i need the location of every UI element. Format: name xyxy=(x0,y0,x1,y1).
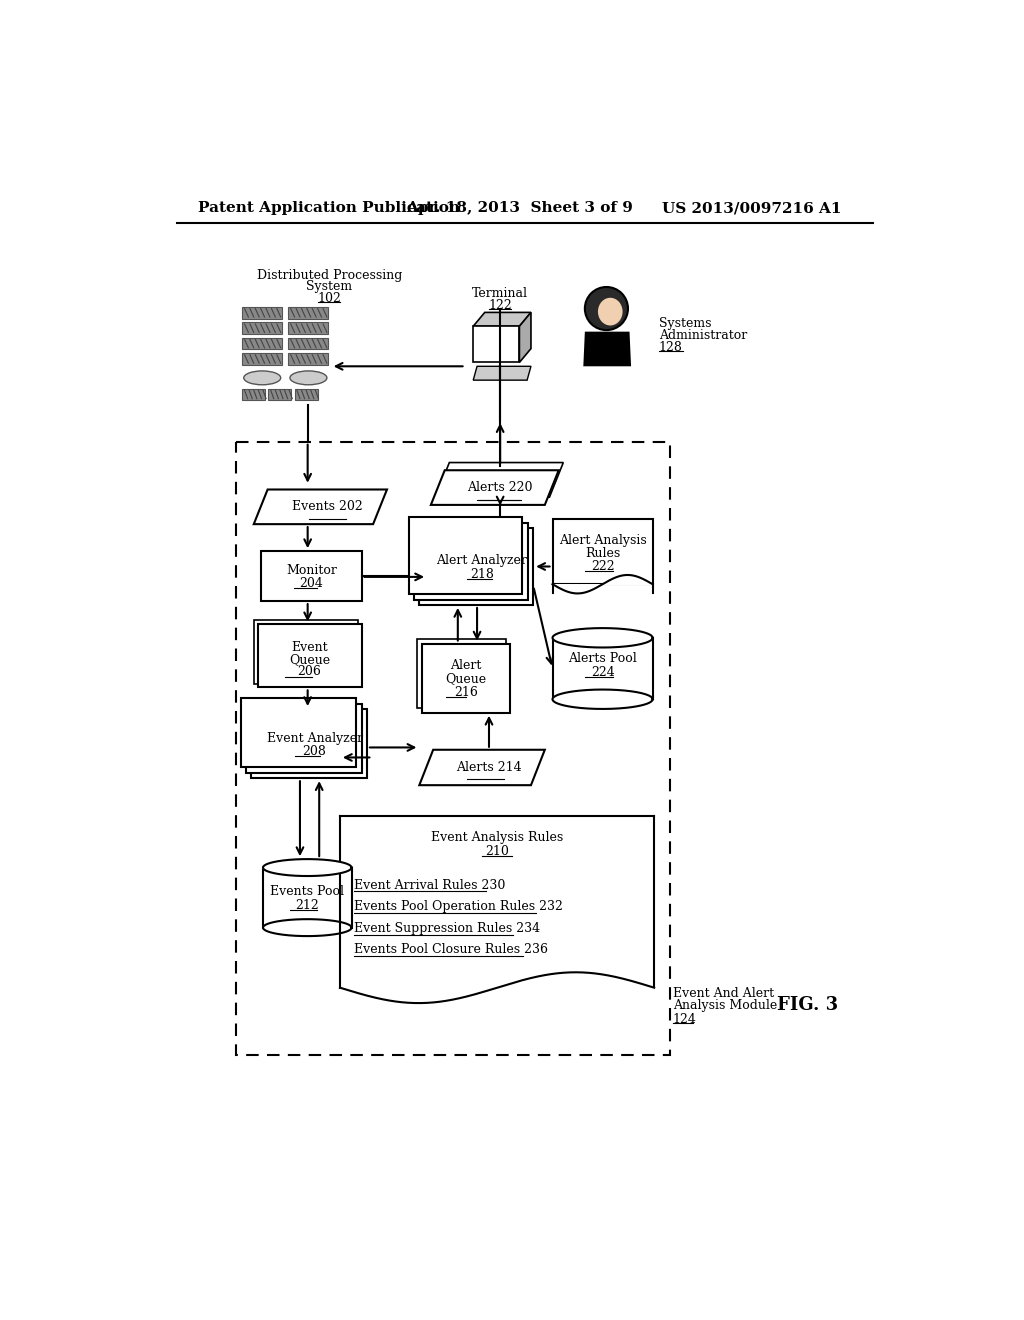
Polygon shape xyxy=(289,322,329,334)
Text: 124: 124 xyxy=(673,1012,696,1026)
Text: Alerts Pool: Alerts Pool xyxy=(568,652,637,665)
Text: US 2013/0097216 A1: US 2013/0097216 A1 xyxy=(662,202,842,215)
Text: Apr. 18, 2013  Sheet 3 of 9: Apr. 18, 2013 Sheet 3 of 9 xyxy=(407,202,633,215)
Text: Rules: Rules xyxy=(585,546,621,560)
Text: Event: Event xyxy=(291,640,328,653)
Text: Alert: Alert xyxy=(451,659,481,672)
Polygon shape xyxy=(243,388,265,400)
Text: Event Arrival Rules 230: Event Arrival Rules 230 xyxy=(354,879,505,892)
Polygon shape xyxy=(243,322,283,334)
Text: System: System xyxy=(306,280,352,293)
Polygon shape xyxy=(243,308,283,318)
Ellipse shape xyxy=(290,371,327,385)
FancyBboxPatch shape xyxy=(417,639,506,708)
FancyBboxPatch shape xyxy=(258,624,361,688)
Text: Distributed Processing: Distributed Processing xyxy=(257,269,401,282)
Text: Administrator: Administrator xyxy=(658,329,748,342)
Text: Queue: Queue xyxy=(445,672,486,685)
FancyBboxPatch shape xyxy=(246,704,361,774)
Polygon shape xyxy=(263,919,351,936)
FancyBboxPatch shape xyxy=(252,709,367,779)
Polygon shape xyxy=(435,462,563,498)
Text: 210: 210 xyxy=(485,845,509,858)
Polygon shape xyxy=(553,638,652,700)
Polygon shape xyxy=(473,367,531,380)
Text: Alert Analyzer: Alert Analyzer xyxy=(436,554,527,566)
Text: FIG. 3: FIG. 3 xyxy=(777,997,839,1014)
Text: Events Pool Closure Rules 236: Events Pool Closure Rules 236 xyxy=(354,944,548,957)
Text: Queue: Queue xyxy=(289,653,330,667)
Text: 212: 212 xyxy=(295,899,319,912)
Polygon shape xyxy=(263,867,351,928)
Polygon shape xyxy=(419,750,545,785)
Text: Event Analysis Rules: Event Analysis Rules xyxy=(431,832,563,843)
Text: 204: 204 xyxy=(300,577,324,590)
Text: Terminal: Terminal xyxy=(472,286,528,300)
Text: 218: 218 xyxy=(470,568,494,581)
Text: 222: 222 xyxy=(591,560,614,573)
Text: 102: 102 xyxy=(317,292,341,305)
Circle shape xyxy=(585,286,628,330)
FancyBboxPatch shape xyxy=(419,528,534,605)
Text: Events Pool Operation Rules 232: Events Pool Operation Rules 232 xyxy=(354,900,563,913)
Text: 208: 208 xyxy=(303,744,327,758)
Polygon shape xyxy=(268,388,292,400)
Polygon shape xyxy=(553,628,652,648)
Text: Events Pool: Events Pool xyxy=(270,884,344,898)
Text: Event Suppression Rules 234: Event Suppression Rules 234 xyxy=(354,921,540,935)
Text: 206: 206 xyxy=(298,665,322,678)
Polygon shape xyxy=(276,873,338,923)
Polygon shape xyxy=(289,308,329,318)
Text: Monitor: Monitor xyxy=(286,564,337,577)
Text: 224: 224 xyxy=(591,667,614,680)
FancyBboxPatch shape xyxy=(414,523,528,599)
Text: 216: 216 xyxy=(454,685,478,698)
FancyBboxPatch shape xyxy=(254,620,357,684)
Polygon shape xyxy=(289,354,329,364)
FancyBboxPatch shape xyxy=(553,519,652,585)
FancyBboxPatch shape xyxy=(261,552,361,601)
Text: Patent Application Publication: Patent Application Publication xyxy=(199,202,461,215)
Text: Systems: Systems xyxy=(658,317,712,330)
Text: 128: 128 xyxy=(658,341,683,354)
FancyBboxPatch shape xyxy=(409,517,522,594)
Polygon shape xyxy=(254,490,387,524)
Polygon shape xyxy=(289,338,329,350)
Text: Event And Alert: Event And Alert xyxy=(673,987,774,1001)
Polygon shape xyxy=(263,859,351,876)
Polygon shape xyxy=(243,354,283,364)
Text: Alert Analysis: Alert Analysis xyxy=(559,533,646,546)
Polygon shape xyxy=(473,313,531,326)
Text: Alerts 214: Alerts 214 xyxy=(456,760,521,774)
Text: Events 202: Events 202 xyxy=(292,500,362,513)
Polygon shape xyxy=(243,338,283,350)
Text: Event Analyzer: Event Analyzer xyxy=(266,731,362,744)
Ellipse shape xyxy=(244,371,281,385)
Polygon shape xyxy=(584,331,631,367)
Polygon shape xyxy=(473,326,519,363)
FancyBboxPatch shape xyxy=(422,644,510,713)
Polygon shape xyxy=(519,313,531,363)
Text: Analysis Module: Analysis Module xyxy=(673,999,777,1012)
Polygon shape xyxy=(553,689,652,709)
Text: Alerts 220: Alerts 220 xyxy=(467,482,532,495)
FancyBboxPatch shape xyxy=(241,698,356,767)
Polygon shape xyxy=(431,470,559,506)
Text: 122: 122 xyxy=(488,298,512,312)
Polygon shape xyxy=(295,388,317,400)
Ellipse shape xyxy=(598,298,623,326)
